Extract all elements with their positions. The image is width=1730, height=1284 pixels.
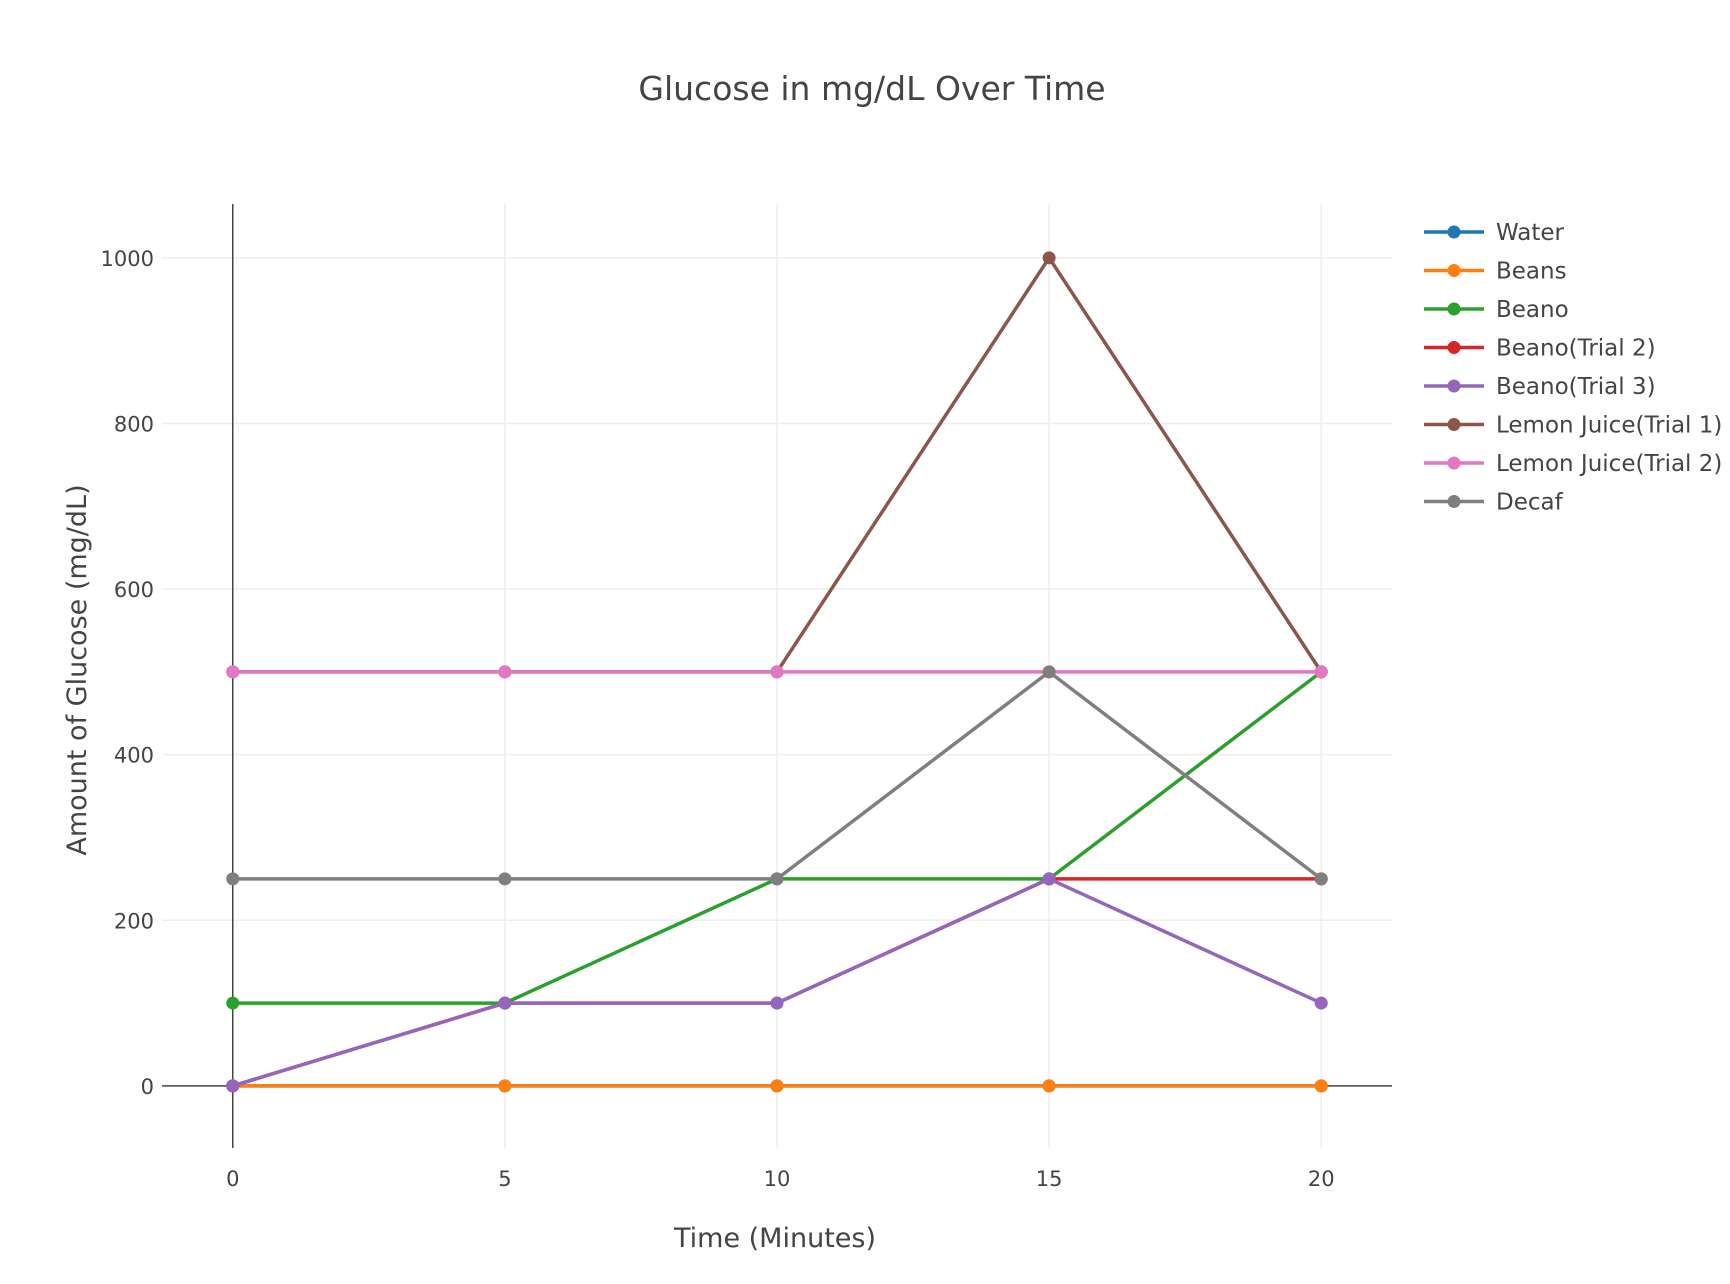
legend-label: Decaf [1496, 490, 1564, 516]
x-tick-label: 20 [1308, 1167, 1335, 1191]
legend-item-lemon-juice-trial-1[interactable]: Lemon Juice(Trial 1) [1424, 413, 1722, 439]
legend-item-beans[interactable]: Beans [1424, 259, 1567, 285]
legend-item-beano-trial-2[interactable]: Beano(Trial 2) [1424, 336, 1656, 362]
data-point [1314, 1079, 1328, 1093]
legend-item-decaf[interactable]: Decaf [1424, 490, 1564, 516]
data-point [1042, 665, 1056, 679]
y-tick-label: 600 [114, 578, 154, 602]
legend-item-lemon-juice-trial-2[interactable]: Lemon Juice(Trial 2) [1424, 451, 1722, 477]
data-point [770, 872, 784, 886]
data-point [498, 665, 512, 679]
legend-swatch-marker [1447, 418, 1461, 431]
data-point [1314, 996, 1328, 1010]
data-point [226, 665, 240, 679]
legend-label: Beano(Trial 2) [1496, 336, 1656, 362]
x-tick-label: 15 [1036, 1167, 1063, 1191]
legend-item-water[interactable]: Water [1424, 220, 1565, 246]
legend-item-beano[interactable]: Beano [1424, 297, 1569, 323]
y-axis-title: Amount of Glucose (mg/dL) [62, 484, 93, 855]
legend-swatch-marker [1447, 341, 1461, 354]
legend-swatch-marker [1447, 495, 1461, 508]
y-tick-label: 400 [114, 744, 154, 768]
legend-swatch-marker [1447, 225, 1461, 239]
legend: Water Beans Beano Beano(Trial 2) Beano(Trial… [1424, 220, 1722, 516]
x-tick-label: 0 [226, 1167, 239, 1191]
data-point [770, 1079, 784, 1093]
series-beano-trial-3 [226, 872, 1328, 1093]
legend-swatch-marker [1447, 379, 1461, 393]
series-lemon-juice-trial-2 [226, 665, 1328, 679]
data-point [498, 1079, 512, 1093]
legend-label: Beano [1496, 297, 1569, 323]
grid-lines [162, 204, 1392, 1148]
data-point [1042, 1079, 1056, 1093]
data-point [770, 996, 784, 1010]
data-point [1042, 872, 1056, 886]
legend-swatch-marker [1447, 302, 1461, 316]
series-decaf [226, 665, 1328, 886]
x-axis-title: Time (Minutes) [673, 1223, 876, 1254]
legend-label: Beano(Trial 3) [1496, 374, 1656, 400]
data-point [226, 996, 240, 1010]
y-tick-label: 200 [114, 909, 154, 933]
data-point [770, 665, 784, 679]
y-tick-label: 1000 [101, 247, 154, 271]
data-point [226, 872, 240, 886]
y-tick-label: 0 [141, 1075, 154, 1099]
legend-label: Water [1496, 220, 1565, 246]
x-tick-label: 10 [764, 1167, 791, 1191]
chart-title: Glucose in mg/dL Over Time [638, 69, 1105, 108]
legend-swatch-marker [1447, 456, 1461, 470]
legend-label: Lemon Juice(Trial 1) [1496, 413, 1722, 439]
x-tick-label: 5 [498, 1167, 511, 1191]
data-point [1314, 872, 1328, 886]
data-point [498, 872, 512, 886]
series-beans [226, 1079, 1328, 1093]
legend-item-beano-trial-3[interactable]: Beano(Trial 3) [1424, 374, 1656, 400]
legend-swatch-marker [1447, 264, 1461, 277]
data-point [226, 1079, 240, 1093]
plot-area [226, 251, 1328, 1093]
data-point [1042, 251, 1056, 265]
data-point [498, 996, 512, 1010]
y-tick-label: 800 [114, 412, 154, 436]
legend-label: Beans [1496, 259, 1567, 285]
data-point [1314, 665, 1328, 679]
legend-label: Lemon Juice(Trial 2) [1496, 451, 1722, 477]
